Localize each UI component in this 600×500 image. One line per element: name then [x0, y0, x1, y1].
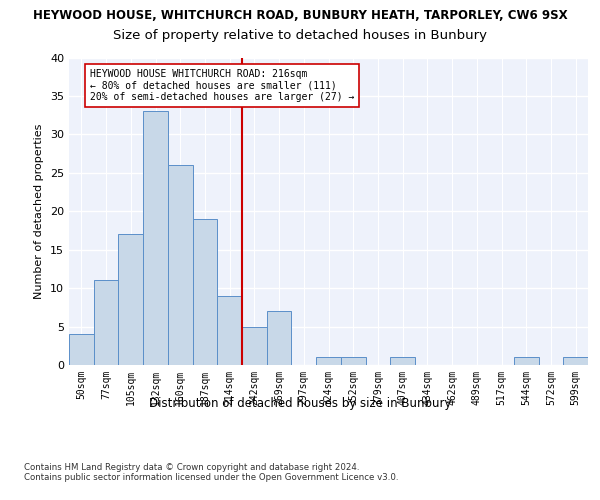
Text: Contains HM Land Registry data © Crown copyright and database right 2024.
Contai: Contains HM Land Registry data © Crown c… [24, 462, 398, 482]
Bar [168, 165, 193, 365]
Bar [94, 280, 118, 365]
Bar [118, 234, 143, 365]
Text: HEYWOOD HOUSE, WHITCHURCH ROAD, BUNBURY HEATH, TARPORLEY, CW6 9SX: HEYWOOD HOUSE, WHITCHURCH ROAD, BUNBURY … [32, 9, 568, 22]
Text: Size of property relative to detached houses in Bunbury: Size of property relative to detached ho… [113, 29, 487, 42]
Text: HEYWOOD HOUSE WHITCHURCH ROAD: 216sqm
← 80% of detached houses are smaller (111): HEYWOOD HOUSE WHITCHURCH ROAD: 216sqm ← … [90, 69, 355, 102]
Bar [514, 358, 539, 365]
Bar [341, 358, 365, 365]
Bar [242, 326, 267, 365]
Bar [69, 334, 94, 365]
Bar [563, 358, 588, 365]
Bar [316, 358, 341, 365]
Bar [390, 358, 415, 365]
Bar [217, 296, 242, 365]
Text: Distribution of detached houses by size in Bunbury: Distribution of detached houses by size … [149, 398, 451, 410]
Y-axis label: Number of detached properties: Number of detached properties [34, 124, 44, 299]
Bar [143, 112, 168, 365]
Bar [193, 219, 217, 365]
Bar [267, 311, 292, 365]
